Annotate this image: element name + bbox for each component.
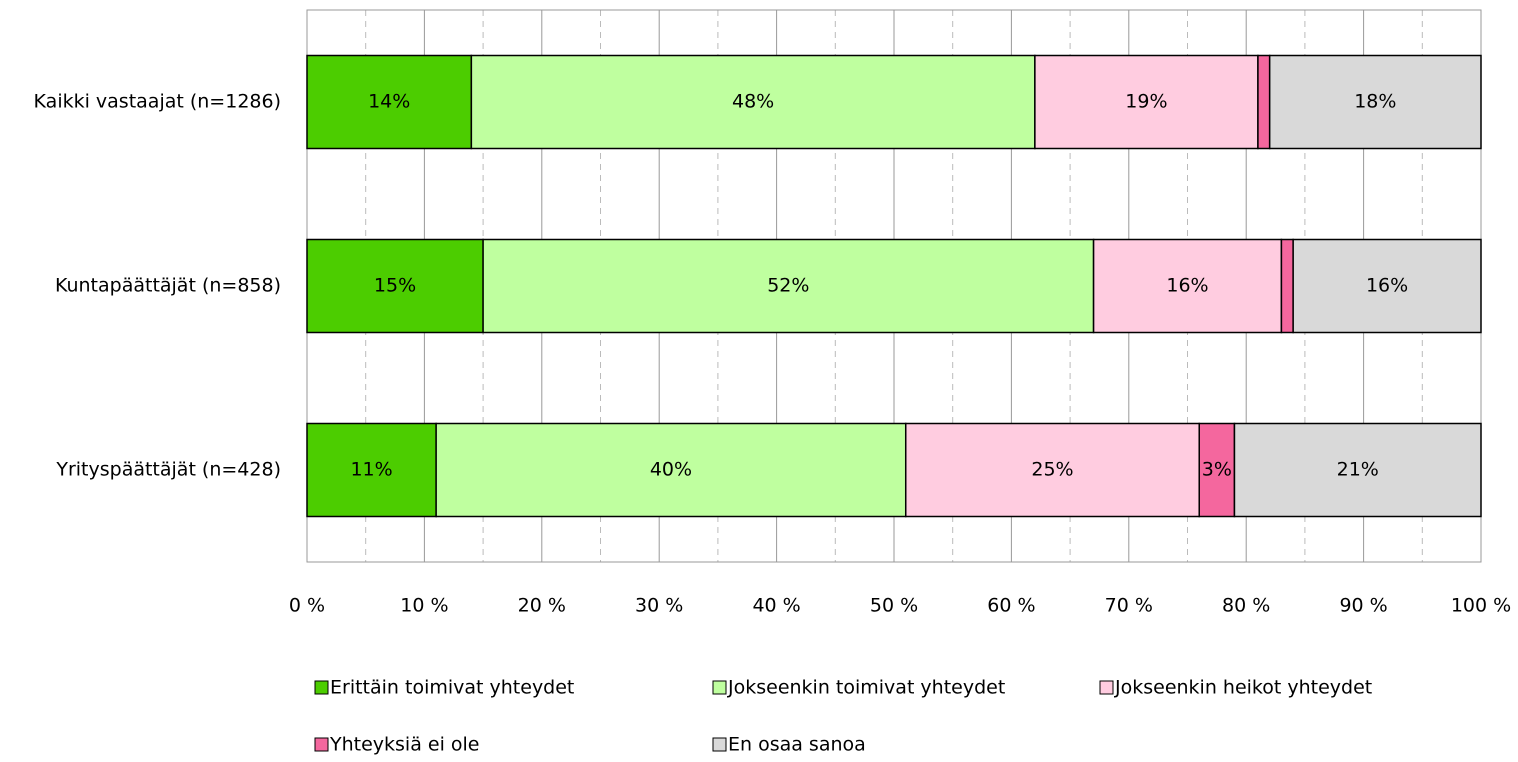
bar-segment bbox=[306, 238, 484, 334]
x-tick-label: 50 % bbox=[870, 595, 918, 617]
data-label: 21% bbox=[1337, 459, 1379, 481]
bar-segment bbox=[1257, 54, 1271, 150]
data-label: 18% bbox=[1354, 91, 1396, 113]
x-tick-label: 100 % bbox=[1451, 595, 1511, 617]
x-tick-label: 70 % bbox=[1105, 595, 1153, 617]
x-tick-label: 10 % bbox=[400, 595, 448, 617]
data-label: 3% bbox=[1202, 459, 1232, 481]
bar-segment bbox=[1268, 54, 1482, 150]
bar-segment bbox=[1034, 54, 1259, 150]
y-tick-label: Yrityspäättäjät (n=428) bbox=[55, 459, 281, 481]
data-label: 25% bbox=[1031, 459, 1073, 481]
data-label: 15% bbox=[374, 275, 416, 297]
bar-segment bbox=[435, 422, 907, 518]
bar-segment bbox=[1092, 238, 1283, 334]
data-label: 40% bbox=[650, 459, 692, 481]
x-tick-label: 30 % bbox=[635, 595, 683, 617]
x-tick-label: 90 % bbox=[1339, 595, 1387, 617]
legend-swatch bbox=[712, 737, 727, 752]
data-label: 52% bbox=[767, 275, 809, 297]
data-label: 48% bbox=[732, 91, 774, 113]
legend-swatch bbox=[314, 737, 329, 752]
bar-segment bbox=[1233, 422, 1482, 518]
legend-label: Erittäin toimivat yhteydet bbox=[330, 677, 574, 699]
legend-label: En osaa sanoa bbox=[728, 734, 866, 756]
bar-segment bbox=[1292, 238, 1482, 334]
x-tick-label: 20 % bbox=[518, 595, 566, 617]
data-label: 16% bbox=[1366, 275, 1408, 297]
data-label: 11% bbox=[350, 459, 392, 481]
x-tick-label: 40 % bbox=[752, 595, 800, 617]
legend-swatch bbox=[314, 680, 329, 695]
y-tick-label: Kaikki vastaajat (n=1286) bbox=[34, 91, 281, 113]
bar-segment bbox=[306, 54, 473, 150]
y-tick-label: Kuntapäättäjät (n=858) bbox=[55, 275, 281, 297]
x-tick-label: 60 % bbox=[987, 595, 1035, 617]
data-label: 19% bbox=[1125, 91, 1167, 113]
bar-segment bbox=[306, 422, 437, 518]
x-tick-label: 0 % bbox=[289, 595, 325, 617]
legend-swatch bbox=[1099, 680, 1114, 695]
legend-swatch bbox=[712, 680, 727, 695]
data-label: 14% bbox=[368, 91, 410, 113]
data-label: 16% bbox=[1166, 275, 1208, 297]
bar-segment bbox=[1280, 238, 1294, 334]
legend-label: Jokseenkin toimivat yhteydet bbox=[727, 677, 1005, 699]
legend-label: Yhteyksiä ei ole bbox=[329, 734, 480, 756]
legend-label: Jokseenkin heikot yhteydet bbox=[1114, 677, 1372, 699]
x-tick-label: 80 % bbox=[1222, 595, 1270, 617]
bar-segment bbox=[904, 422, 1200, 518]
bar-segment bbox=[470, 54, 1036, 150]
bar-segment bbox=[482, 238, 1095, 334]
